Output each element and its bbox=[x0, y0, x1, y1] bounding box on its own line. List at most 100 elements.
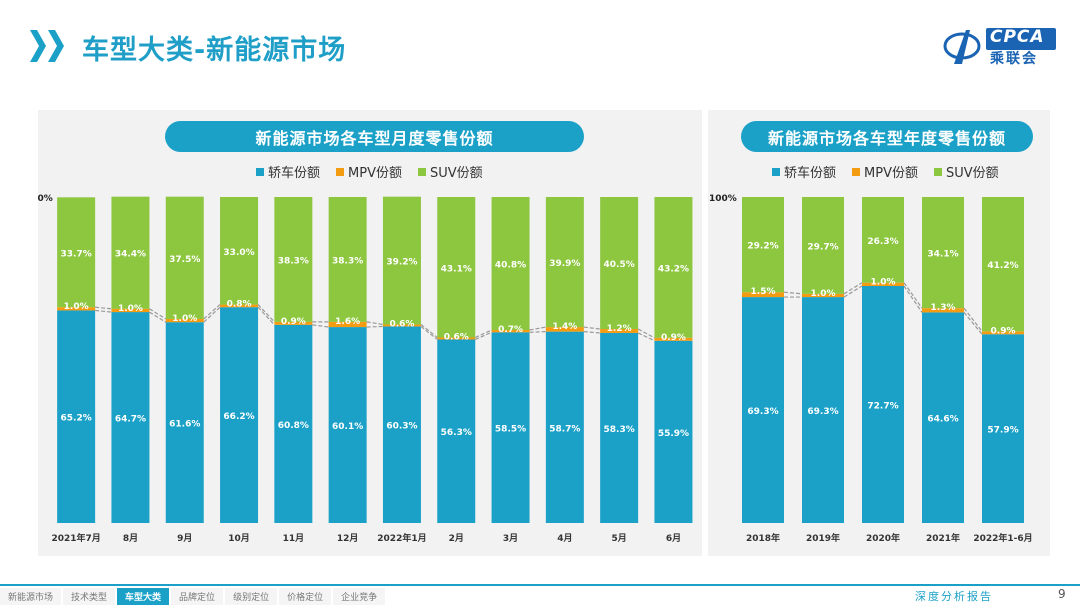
mpv-connector-line bbox=[583, 326, 601, 330]
annual-legend: 轿车份额 MPV份额 SUV份额 bbox=[772, 162, 999, 181]
mpv-share-label: 0.6% bbox=[389, 319, 414, 329]
x-axis-tick-label: 4月 bbox=[557, 533, 572, 544]
x-axis-tick-label: 9月 bbox=[177, 533, 192, 544]
suv-share-bar bbox=[802, 197, 844, 294]
legend-sedan: 轿车份额 bbox=[784, 166, 837, 181]
mpv-legend-swatch bbox=[336, 167, 345, 176]
chevron-right-icon bbox=[30, 30, 46, 62]
mpv-connector-line bbox=[903, 282, 923, 309]
sedan-connector-line bbox=[257, 306, 275, 326]
suv-share-label: 38.3% bbox=[278, 256, 309, 266]
sedan-share-bar bbox=[982, 334, 1024, 523]
mpv-share-label: 0.9% bbox=[661, 333, 686, 343]
sedan-share-label: 58.5% bbox=[495, 425, 526, 435]
nav-tab[interactable]: 级别定位 bbox=[225, 588, 278, 605]
sedan-share-label: 57.9% bbox=[987, 426, 1018, 436]
sedan-share-label: 69.3% bbox=[747, 407, 778, 417]
mpv-share-label: 1.4% bbox=[552, 322, 577, 332]
suv-legend-swatch bbox=[933, 167, 942, 176]
mpv-share-bar bbox=[437, 337, 476, 340]
sedan-share-label: 61.6% bbox=[169, 420, 200, 430]
sedan-share-label: 58.3% bbox=[604, 425, 635, 435]
logo-text: CPCA bbox=[990, 27, 1045, 47]
nav-tab[interactable]: 品牌定位 bbox=[171, 588, 224, 605]
sedan-share-bar bbox=[382, 326, 421, 523]
mpv-connector-line bbox=[474, 329, 492, 339]
mpv-share-bar bbox=[922, 308, 964, 313]
x-axis-tick-label: 11月 bbox=[283, 533, 305, 544]
mpv-connector-line bbox=[963, 307, 983, 332]
mpv-share-label: 1.5% bbox=[751, 287, 776, 297]
suv-share-bar bbox=[382, 196, 421, 325]
suv-share-bar bbox=[982, 197, 1024, 332]
suv-share-label: 39.2% bbox=[386, 258, 417, 268]
sedan-share-label: 69.3% bbox=[807, 407, 838, 417]
header: 车型大类-新能源市场 CPCA 乘联会 bbox=[0, 0, 1080, 90]
mpv-share-label: 1.3% bbox=[931, 303, 956, 313]
mpv-share-bar bbox=[742, 292, 784, 298]
sedan-connector-line bbox=[637, 332, 655, 342]
x-axis-tick-label: 3月 bbox=[503, 533, 518, 544]
sedan-share-label: 55.9% bbox=[658, 429, 689, 439]
mpv-share-label: 0.8% bbox=[227, 300, 252, 310]
mpv-connector-line bbox=[420, 323, 438, 338]
sedan-share-bar bbox=[922, 312, 964, 523]
mpv-share-label: 1.0% bbox=[811, 289, 836, 299]
x-axis-tick-label: 2022年1月 bbox=[377, 532, 426, 544]
x-axis-tick-label: 2018年 bbox=[746, 532, 780, 544]
mpv-share-bar bbox=[491, 330, 530, 333]
suv-share-bar bbox=[922, 197, 964, 309]
mpv-legend-swatch bbox=[852, 167, 861, 176]
sedan-share-label: 64.6% bbox=[927, 415, 958, 425]
sedan-connector-line bbox=[583, 331, 601, 334]
legend-suv: SUV份额 bbox=[945, 166, 999, 181]
mpv-connector-line bbox=[783, 291, 803, 295]
sedan-share-label: 60.3% bbox=[386, 422, 417, 432]
suv-legend-swatch bbox=[417, 167, 426, 176]
report-label: 深度分析报告 bbox=[915, 590, 993, 603]
sedan-connector-line bbox=[420, 325, 438, 340]
footer: 新能源市场 技术类型 车型大类 品牌定位 级别定位 价格定位 企业竞争 深度分析报告 9 bbox=[0, 584, 1080, 608]
sedan-share-bar bbox=[742, 297, 784, 523]
logo-subtitle: 乘联会 bbox=[990, 51, 1038, 67]
suv-share-bar bbox=[57, 197, 96, 308]
sedan-share-bar bbox=[862, 285, 904, 523]
mpv-connector-line bbox=[366, 321, 384, 326]
x-axis-tick-label: 2019年 bbox=[806, 532, 840, 544]
mpv-share-bar bbox=[274, 321, 313, 325]
mpv-connector-line bbox=[95, 306, 112, 310]
sedan-share-label: 64.7% bbox=[115, 415, 146, 425]
mpv-connector-line bbox=[529, 326, 546, 331]
mpv-share-bar bbox=[57, 307, 96, 311]
mpv-share-bar bbox=[111, 308, 150, 313]
suv-share-label: 34.1% bbox=[927, 250, 958, 260]
suv-share-bar bbox=[545, 197, 584, 328]
x-axis-tick-label: 2021年 bbox=[926, 532, 960, 544]
nav-tab[interactable]: 车型大类 bbox=[117, 588, 170, 605]
page-number: 9 bbox=[1058, 587, 1066, 601]
suv-share-label: 43.1% bbox=[441, 264, 472, 274]
suv-share-label: 38.3% bbox=[332, 256, 363, 266]
sedan-share-label: 56.3% bbox=[441, 428, 472, 438]
nav-tab[interactable]: 价格定位 bbox=[279, 588, 332, 605]
nav-tab[interactable]: 新能源市场 bbox=[0, 588, 62, 605]
nav-tab[interactable]: 企业竞争 bbox=[333, 588, 386, 605]
x-axis-tick-label: 2022年1-6月 bbox=[973, 532, 1032, 544]
mpv-share-label: 1.0% bbox=[64, 302, 89, 312]
sedan-connector-line bbox=[203, 306, 221, 323]
suv-share-label: 26.3% bbox=[867, 237, 898, 247]
suv-share-bar bbox=[328, 197, 367, 322]
x-axis-tick-label: 2021年7月 bbox=[51, 532, 100, 544]
mpv-share-label: 1.6% bbox=[335, 317, 360, 327]
sedan-legend-swatch bbox=[256, 167, 264, 176]
sedan-share-bar bbox=[802, 297, 844, 523]
cpca-logo bbox=[943, 28, 1056, 64]
sedan-share-bar bbox=[111, 312, 150, 523]
x-axis-tick-label: 8月 bbox=[123, 533, 138, 544]
mpv-share-label: 1.0% bbox=[871, 278, 896, 288]
sedan-connector-line bbox=[843, 285, 863, 298]
mpv-share-label: 0.6% bbox=[444, 333, 469, 343]
nav-tab[interactable]: 技术类型 bbox=[63, 588, 116, 605]
suv-share-bar bbox=[220, 197, 259, 305]
mpv-share-bar bbox=[382, 324, 421, 327]
